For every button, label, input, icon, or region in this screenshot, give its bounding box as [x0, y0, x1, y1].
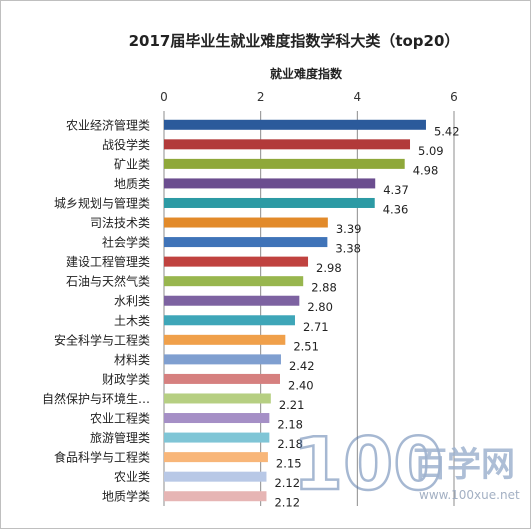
- value-label: 2.15: [276, 457, 302, 471]
- category-label: 自然保护与环境生…: [42, 391, 150, 406]
- bar: [164, 432, 270, 443]
- value-label: 2.71: [303, 320, 329, 334]
- category-label: 旅游管理类: [90, 430, 150, 445]
- category-label: 地质学类: [102, 489, 150, 504]
- value-label: 2.18: [277, 437, 303, 451]
- bar: [164, 139, 411, 150]
- bar: [164, 471, 267, 482]
- watermark-logo: 100: [292, 421, 445, 508]
- value-label: 5.42: [434, 124, 460, 138]
- category-label: 水利类: [114, 294, 150, 308]
- category-label: 食品科学与工程类: [54, 450, 150, 465]
- bar: [164, 178, 376, 189]
- category-label: 社会学类: [102, 235, 150, 250]
- category-label: 农业工程类: [90, 411, 150, 426]
- value-label: 2.21: [279, 398, 305, 412]
- bar: [164, 452, 268, 463]
- category-label: 农业经济管理类: [66, 117, 150, 132]
- watermark-url: www.100xue.net: [419, 488, 520, 502]
- bar: [164, 373, 280, 384]
- category-label: 建设工程管理类: [66, 254, 150, 269]
- value-label: 2.80: [307, 300, 333, 314]
- category-label: 城乡规划与管理类: [54, 195, 150, 210]
- value-label: 4.37: [383, 183, 409, 197]
- value-label: 2.42: [289, 359, 315, 373]
- chart-title: 2017届毕业生就业难度指数学科大类（top20）: [129, 32, 460, 50]
- watermark: 100 百学网 www.100xue.net: [292, 421, 520, 508]
- bar: [164, 334, 286, 345]
- bar: [164, 119, 426, 130]
- x-axis-ticks: 0 2 4 6: [160, 90, 458, 104]
- bar: [164, 276, 304, 287]
- value-label: 3.39: [336, 222, 362, 236]
- x-tick-label: 0: [160, 90, 168, 104]
- bar: [164, 413, 270, 424]
- category-label: 材料类: [114, 353, 150, 367]
- x-tick-label: 6: [450, 90, 458, 104]
- watermark-logo-digits: 100: [293, 422, 443, 506]
- bar: [164, 354, 281, 365]
- bar: [164, 315, 295, 326]
- x-tick-label: 4: [354, 90, 362, 104]
- category-labels: 农业经济管理类战役学类矿业类地质类城乡规划与管理类司法技术类社会学类建设工程管理…: [42, 117, 150, 503]
- category-label: 土木类: [114, 314, 150, 328]
- value-label: 4.98: [413, 163, 439, 177]
- category-label: 石油与天然气类: [66, 274, 150, 289]
- bar: [164, 158, 405, 169]
- bar: [164, 256, 309, 267]
- value-label: 2.51: [293, 339, 319, 353]
- category-label: 矿业类: [114, 157, 150, 171]
- value-label: 2.12: [274, 496, 300, 510]
- category-label: 农业类: [114, 470, 150, 484]
- value-label: 3.38: [335, 242, 361, 256]
- category-label: 司法技术类: [90, 216, 150, 230]
- bar: [164, 295, 300, 306]
- bars: [164, 119, 426, 502]
- bar: [164, 197, 375, 208]
- value-label: 2.88: [311, 281, 337, 295]
- category-label: 地质类: [114, 177, 150, 191]
- value-label: 2.18: [277, 418, 303, 432]
- x-axis-label: 就业难度指数: [270, 66, 343, 81]
- value-label: 2.98: [316, 261, 342, 275]
- category-label: 战役学类: [102, 137, 150, 152]
- bar: [164, 217, 328, 228]
- x-tick-label: 2: [257, 90, 265, 104]
- bar: [164, 237, 328, 248]
- watermark-text: 百学网: [413, 445, 515, 485]
- value-label: 2.40: [288, 378, 314, 392]
- value-labels: 5.42 5.09 4.98 4.37 4.36 3.39 3.38 2.98 2.88 2.80…: [274, 124, 459, 509]
- category-label: 财政学类: [102, 371, 150, 386]
- bar: [164, 393, 271, 404]
- category-label: 安全科学与工程类: [54, 332, 150, 347]
- value-label: 4.36: [383, 202, 409, 216]
- value-label: 5.09: [418, 144, 444, 158]
- value-label: 2.12: [274, 476, 300, 490]
- bar: [164, 491, 267, 502]
